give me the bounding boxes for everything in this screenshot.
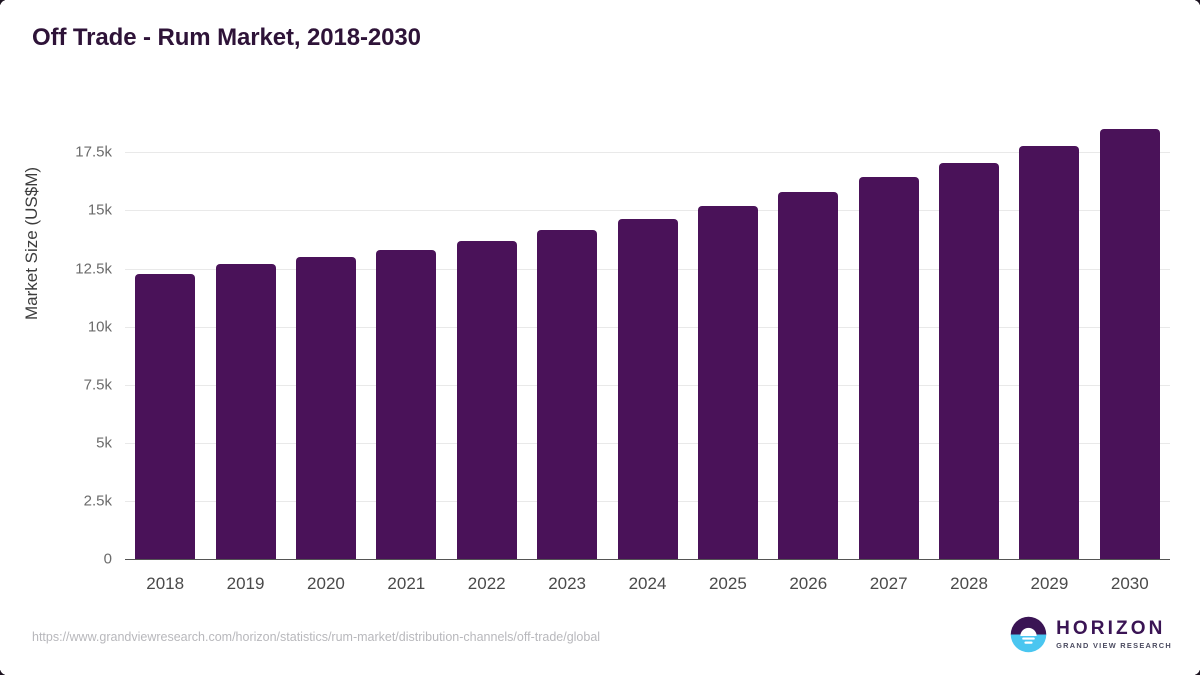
gridline (125, 152, 1170, 154)
x-axis-tick-label: 2023 (548, 574, 587, 593)
y-axis-tick-label: 10k (87, 318, 112, 336)
bar[interactable] (456, 240, 517, 559)
card-corner-top-right (1193, 0, 1200, 7)
y-axis-tick-label: 12.5k (75, 260, 112, 278)
logo-tagline: GRAND VIEW RESEARCH (1056, 641, 1172, 651)
card-corner-bottom-right (1193, 668, 1200, 675)
y-axis-title: Market Size (US$M) (22, 166, 41, 320)
logo-text-block: HORIZON GRAND VIEW RESEARCH (1056, 619, 1172, 649)
bar[interactable] (1019, 145, 1080, 559)
card-corner-bottom-left (0, 668, 7, 675)
bar[interactable] (778, 192, 839, 559)
bar[interactable] (376, 250, 437, 559)
plot-area (125, 81, 1170, 560)
x-axis-tick-label: 2025 (708, 574, 747, 593)
bar[interactable] (939, 162, 1000, 559)
bar[interactable] (215, 263, 276, 559)
gridline (125, 210, 1170, 212)
bar[interactable] (697, 205, 758, 559)
y-axis-tick-label: 2.5k (83, 492, 112, 510)
x-axis-line (125, 558, 1170, 560)
horizon-logo[interactable]: HORIZON GRAND VIEW RESEARCH (1010, 616, 1172, 653)
y-axis-tick-label: 17.5k (75, 143, 112, 161)
x-axis-tick-label: 2030 (1110, 574, 1149, 593)
x-axis-tick-label: 2028 (950, 574, 988, 593)
source-url[interactable]: https://www.grandviewresearch.com/horizo… (32, 630, 601, 644)
x-axis-tick-label: 2022 (467, 574, 506, 593)
bar[interactable] (295, 257, 356, 559)
x-axis-tick-label: 2019 (226, 574, 265, 593)
x-axis-tick-label: 2024 (628, 574, 667, 593)
logo-wordmark: HORIZON (1056, 618, 1166, 640)
y-axis-tick-label: 0 (103, 550, 112, 568)
y-axis-tick-label: 5k (96, 434, 112, 452)
x-axis-tick-label: 2027 (869, 574, 908, 593)
x-axis-tick-label: 2029 (1030, 574, 1069, 593)
bar[interactable] (135, 273, 196, 559)
x-axis-tick-label: 2021 (387, 574, 426, 593)
bar[interactable] (1099, 129, 1160, 559)
x-axis-tick-label: 2020 (307, 574, 345, 593)
bar[interactable] (617, 218, 678, 559)
x-axis-tick-label: 2026 (789, 574, 828, 593)
card-corner-top-left (0, 0, 7, 7)
y-axis-tick-label: 7.5k (83, 376, 112, 394)
x-axis-tick-label: 2018 (146, 574, 185, 593)
bar[interactable] (537, 229, 598, 559)
bar[interactable] (858, 177, 919, 559)
horizon-sunrise-icon (1010, 616, 1047, 653)
chart-title: Off Trade - Rum Market, 2018-2030 (32, 24, 421, 51)
y-axis-tick-label: 15k (87, 201, 112, 219)
